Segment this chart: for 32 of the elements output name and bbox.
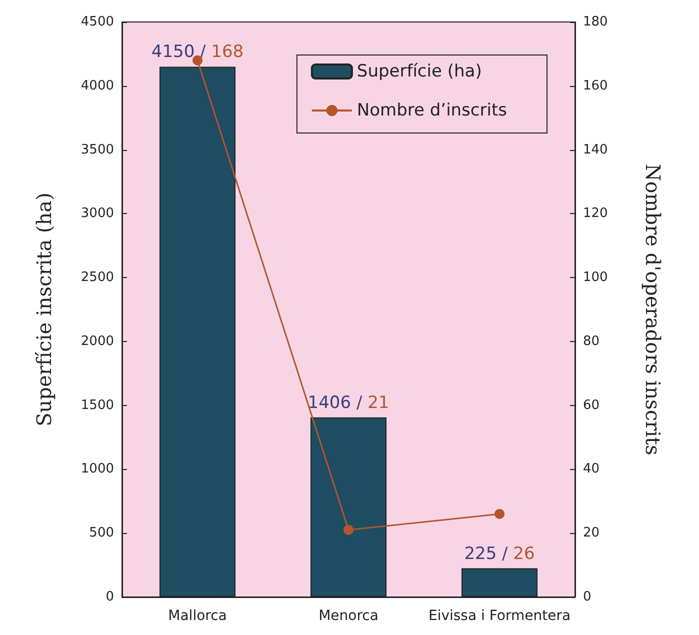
y2-tick-label: 140 — [583, 142, 608, 158]
legend-label: Nombre d’inscrits — [356, 100, 508, 120]
y2-tick-label: 100 — [583, 270, 608, 286]
point — [344, 524, 354, 535]
y2-tick-label: 40 — [583, 462, 600, 477]
point — [494, 508, 504, 519]
y-tick-label: 4000 — [80, 78, 114, 94]
x-tick-label: Eivissa i Formentera — [428, 608, 571, 624]
y-axis-title: Superfície inscrita (ha) — [32, 192, 56, 426]
x-tick-label: Menorca — [318, 608, 378, 624]
y2-tick-label: 0 — [583, 590, 592, 604]
y-tick-label: 2500 — [80, 270, 114, 286]
y2-tick-label: 120 — [583, 206, 608, 222]
y2-tick-label: 80 — [583, 334, 600, 349]
y-tick-label: 3500 — [80, 142, 114, 158]
data-label: 1406 / 21 — [308, 392, 390, 413]
y-tick-label: 500 — [89, 526, 114, 541]
y2-tick-label: 20 — [583, 526, 600, 541]
legend-label: Superfície (ha) — [356, 62, 482, 82]
y-tick-label: 4500 — [80, 14, 114, 30]
y-tick-label: 1500 — [80, 398, 114, 413]
y-tick-label: 1000 — [80, 462, 114, 477]
y2-tick-label: 160 — [583, 78, 608, 94]
point — [192, 55, 202, 66]
data-label: 225 / 26 — [464, 544, 535, 564]
y-tick-label: 2000 — [80, 334, 114, 349]
y2-axis-title: Nombre d'operadors inscrits — [641, 164, 665, 456]
y2-tick-label: 180 — [583, 14, 608, 30]
y-tick-label: 3000 — [80, 206, 114, 222]
y2-tick-label: 60 — [583, 398, 600, 413]
y-tick-label: 0 — [106, 590, 114, 604]
x-tick-label: Mallorca — [168, 608, 227, 624]
